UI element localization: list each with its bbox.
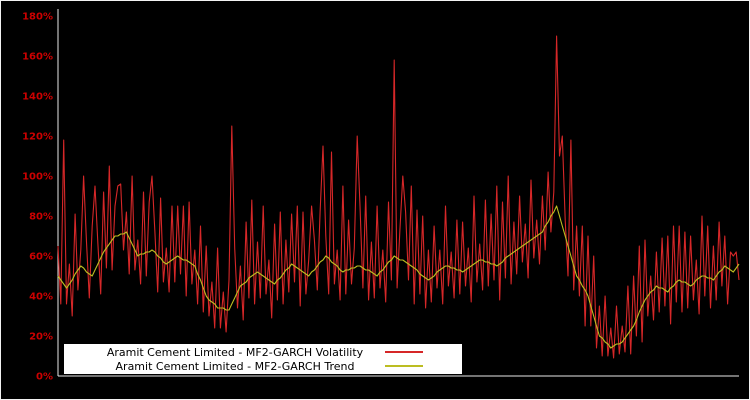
legend-label-volatility: Aramit Cement Limited - MF2-GARCH Volati… bbox=[106, 345, 364, 359]
volatility-line-swatch bbox=[385, 351, 423, 353]
trend-line bbox=[57, 205, 740, 349]
trend-line-swatch bbox=[385, 365, 423, 367]
y-axis-tick-label: 120% bbox=[22, 132, 53, 143]
y-axis-tick-label: 160% bbox=[22, 52, 53, 63]
chart-legend: Aramit Cement Limited - MF2-GARCH Volati… bbox=[64, 344, 462, 374]
y-axis-tick-label: 20% bbox=[29, 332, 53, 343]
legend-item-volatility: Aramit Cement Limited - MF2-GARCH Volati… bbox=[64, 346, 462, 359]
y-axis-tick-label: 40% bbox=[29, 292, 53, 303]
legend-label-trend: Aramit Cement Limited - MF2-GARCH Trend bbox=[115, 359, 355, 373]
y-axis-tick-label: 80% bbox=[29, 212, 53, 223]
legend-item-trend: Aramit Cement Limited - MF2-GARCH Trend bbox=[64, 360, 462, 373]
y-axis-tick-label: 100% bbox=[22, 172, 53, 183]
y-axis-tick-label: 0% bbox=[36, 372, 53, 383]
y-axis-tick-label: 180% bbox=[22, 12, 53, 23]
y-axis-tick-label: 60% bbox=[29, 252, 53, 263]
y-axis-tick-label: 140% bbox=[22, 92, 53, 103]
volatility-line bbox=[57, 35, 740, 359]
